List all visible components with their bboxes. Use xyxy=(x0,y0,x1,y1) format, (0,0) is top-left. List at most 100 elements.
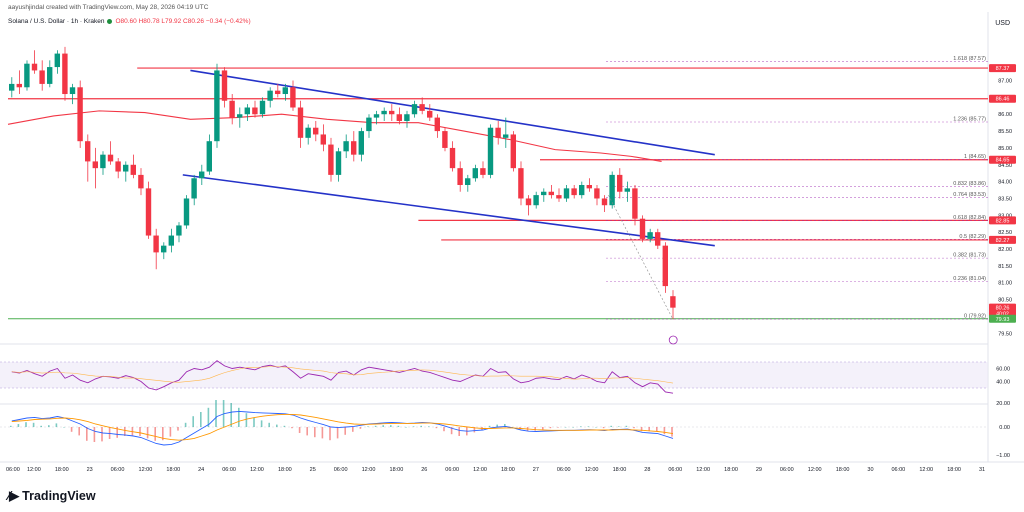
macd-histogram-bar xyxy=(412,426,415,427)
candle-body xyxy=(662,245,668,287)
time-tick-label: 18:00 xyxy=(836,467,850,473)
price-tick-label: 82.00 xyxy=(998,247,1012,253)
candle-body xyxy=(449,147,456,169)
macd-histogram-bar xyxy=(587,426,590,427)
candle-body xyxy=(670,296,676,308)
price-tag-countdown: 40:02 xyxy=(996,312,1009,318)
time-tick-label: 12:00 xyxy=(696,467,710,473)
price-tag-label: 84.65 xyxy=(996,158,1010,164)
candle-body xyxy=(571,188,577,196)
macd-histogram-bar xyxy=(17,424,20,427)
candle-body xyxy=(525,198,532,206)
time-tick-label: 12:00 xyxy=(585,467,599,473)
macd-histogram-bar xyxy=(116,427,118,438)
time-tick-label: 06:00 xyxy=(780,467,794,473)
candle-body xyxy=(107,154,114,162)
candle-body xyxy=(77,87,83,142)
macd-histogram-bar xyxy=(458,427,460,436)
time-tick-label: 06:00 xyxy=(111,467,125,473)
time-tick-label: 18:00 xyxy=(55,467,69,473)
macd-histogram-bar xyxy=(276,424,278,427)
macd-histogram-bar xyxy=(260,420,263,427)
fib-level-label: 0.5 (82.29) xyxy=(959,234,986,240)
macd-histogram-bar xyxy=(352,427,354,432)
candle-body xyxy=(472,168,478,179)
time-tick-label: 06:00 xyxy=(557,467,571,473)
candle-body xyxy=(320,134,326,145)
candle-body xyxy=(563,188,570,199)
candle-body xyxy=(54,53,60,68)
candle-body xyxy=(495,127,501,138)
macd-histogram-bar xyxy=(63,427,65,428)
candle-body xyxy=(297,107,304,138)
macd-histogram-bar xyxy=(253,417,255,427)
candle-body xyxy=(632,188,638,219)
candle-body xyxy=(130,164,136,175)
candle-body xyxy=(396,114,402,121)
macd-histogram-bar xyxy=(55,423,58,427)
time-tick-label: 12:00 xyxy=(919,467,933,473)
fib-level-label: 0.764 (83.53) xyxy=(953,192,986,198)
author-line: aayushjindal created with TradingView.co… xyxy=(8,4,209,11)
candle-body xyxy=(24,63,30,88)
candle-body xyxy=(373,114,380,118)
macd-histogram-bar xyxy=(70,427,73,432)
symbol-name[interactable]: Solana / U.S. Dollar · 1h · Kraken xyxy=(8,18,105,25)
tradingview-logo[interactable]: ⁄▶ TradingView xyxy=(8,488,96,504)
price-tick-label: 84.50 xyxy=(998,163,1012,169)
candle-body xyxy=(145,188,152,236)
macd-histogram-bar xyxy=(367,426,369,427)
macd-signal-line xyxy=(11,413,674,441)
macd-histogram-bar xyxy=(625,425,628,427)
time-tick-label: 12:00 xyxy=(250,467,264,473)
candle-body xyxy=(556,195,562,199)
candle-body xyxy=(465,178,471,185)
projection-line xyxy=(608,194,674,320)
time-tick-label: 18:00 xyxy=(166,467,180,473)
fib-level-label: 1 (84.65) xyxy=(964,154,986,160)
price-tick-label: 86.00 xyxy=(998,112,1012,118)
candle-body xyxy=(351,141,357,155)
candle-body xyxy=(639,218,646,239)
time-tick-label: 06:00 xyxy=(6,467,20,473)
candle-body xyxy=(267,90,273,101)
time-tick-label: 06:00 xyxy=(891,467,905,473)
candle-body xyxy=(39,70,45,84)
candle-body xyxy=(533,195,539,206)
event-marker-icon xyxy=(668,335,678,345)
price-tag-label: 82.27 xyxy=(996,238,1010,244)
macd-histogram-bar xyxy=(78,427,80,436)
time-tick-label: 28 xyxy=(644,467,650,473)
macd-histogram-bar xyxy=(93,427,96,442)
candle-body xyxy=(183,198,190,226)
macd-histogram-bar xyxy=(48,425,50,427)
macd-histogram-bar xyxy=(268,422,270,427)
time-tick-label: 12:00 xyxy=(27,467,41,473)
candle-body xyxy=(594,188,600,199)
rsi-tick-label: 60.00 xyxy=(996,367,1010,373)
candle-body xyxy=(343,141,349,152)
time-tick-label: 30 xyxy=(867,467,873,473)
macd-histogram-bar xyxy=(283,425,286,427)
candle-body xyxy=(510,134,516,169)
candle-body xyxy=(434,117,440,132)
price-tag-label: 79.93 xyxy=(996,317,1010,323)
macd-histogram-bar xyxy=(595,427,597,428)
fib-level-label: 1.236 (85.77) xyxy=(953,116,986,122)
candle-body xyxy=(647,232,653,239)
candle-body xyxy=(305,127,311,138)
candle-body xyxy=(214,70,220,142)
macd-histogram-bar xyxy=(420,425,422,427)
candle-body xyxy=(503,134,509,138)
macd-histogram-bar xyxy=(405,427,407,428)
price-tick-label: 79.50 xyxy=(998,331,1012,337)
macd-tick-label: −1.00 xyxy=(996,453,1010,459)
time-tick-label: 29 xyxy=(756,467,762,473)
macd-histogram-bar xyxy=(504,424,506,427)
candle-body xyxy=(518,168,524,199)
price-tick-label: 84.00 xyxy=(998,180,1012,186)
candle-body xyxy=(601,198,608,206)
macd-histogram-bar xyxy=(207,407,210,427)
macd-histogram-bar xyxy=(443,427,445,432)
